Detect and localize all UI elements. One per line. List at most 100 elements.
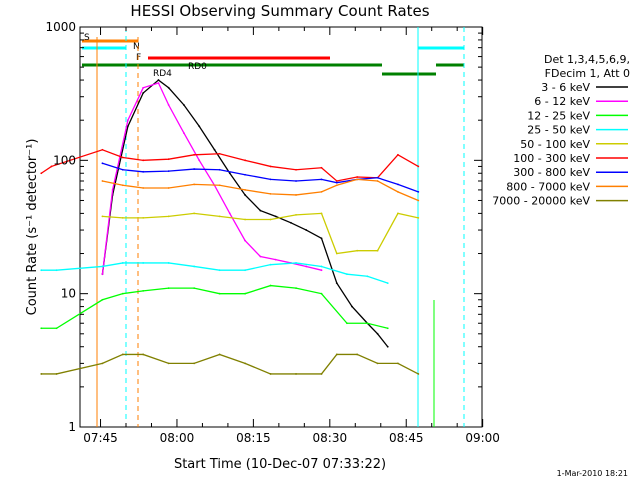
series-line (102, 212, 419, 255)
series-point (244, 239, 246, 242)
series-point (356, 353, 359, 356)
flag-rd0-label: RD0 (188, 62, 207, 72)
series-point (40, 373, 43, 375)
series-point (356, 178, 359, 181)
series-point (142, 262, 145, 264)
series-point (218, 184, 221, 187)
series-point (244, 159, 246, 162)
legend-header-detectors: Det 1,3,4,5,6,9, (544, 53, 630, 66)
chart-title: HESSI Observing Summary Count Rates (130, 2, 429, 20)
y-axis-label: Count Rate (s⁻¹ detector⁻¹) (25, 139, 40, 316)
series-point (111, 189, 114, 191)
series-point (121, 292, 124, 295)
legend: Det 1,3,4,5,6,9, FDecim 1, Att 0 3 - 6 k… (492, 53, 630, 208)
legend-entry-label: 50 - 100 keV (520, 138, 590, 151)
series-point (269, 218, 272, 221)
series-point (101, 273, 104, 276)
series-point (142, 159, 145, 162)
series-point (121, 353, 124, 356)
series-line (102, 178, 419, 202)
series-point (101, 298, 104, 301)
series-point (320, 190, 323, 193)
series-point (167, 262, 170, 264)
series-point (351, 305, 353, 308)
series-point (376, 176, 379, 179)
legend-entry-label: 800 - 7000 keV (506, 180, 590, 193)
y-tick-label: 100 (53, 153, 76, 167)
series-point (269, 178, 272, 181)
plot-frame (79, 26, 483, 428)
flag-saa-label: S (84, 33, 90, 43)
series-point (167, 187, 170, 189)
series-point (269, 193, 272, 195)
legend-entry-label: 6 - 12 keV (534, 95, 590, 108)
series-point (295, 213, 297, 216)
series-point (376, 249, 379, 252)
series-point (244, 269, 246, 272)
series-point (269, 373, 272, 375)
series-point (397, 212, 399, 215)
series-point (40, 269, 43, 272)
series-point (320, 178, 323, 181)
series-point (121, 156, 124, 159)
series-point (121, 184, 124, 187)
series-point (142, 86, 145, 89)
series-point (335, 282, 338, 285)
series-point (366, 322, 369, 325)
series-point (55, 327, 58, 330)
series-line (41, 284, 388, 329)
series-point (244, 292, 246, 295)
x-tick-label: 09:00 (465, 431, 500, 445)
series-point (198, 125, 201, 128)
series-point (346, 322, 348, 325)
series-point (167, 170, 170, 173)
series-point (290, 221, 292, 224)
series-point (305, 265, 308, 268)
series-line (101, 79, 389, 348)
series-point (274, 215, 277, 218)
flag-rd4-label: RD4 (153, 69, 172, 79)
legend-header-decimation: FDecim 1, Att 0 (545, 67, 630, 80)
series-point (295, 194, 297, 196)
series-point (244, 194, 246, 196)
series-point (417, 165, 420, 168)
series-point (167, 158, 170, 161)
series-point (335, 180, 338, 182)
series-point (397, 190, 399, 193)
series-point (142, 170, 145, 173)
series-point (218, 353, 221, 356)
series-point (295, 180, 297, 182)
series-point (101, 362, 104, 365)
series-point (142, 353, 145, 356)
series-point (126, 119, 129, 122)
y-tick-label: 1 (68, 420, 76, 434)
series-point (167, 362, 170, 365)
series-point (376, 362, 379, 365)
x-tick-label: 08:15 (236, 431, 271, 445)
series-point (397, 362, 399, 365)
series-point (244, 173, 246, 176)
y-tick-label: 10 (61, 287, 76, 301)
series-point (259, 255, 262, 258)
x-tick-label: 08:30 (313, 431, 348, 445)
y-tick-label: 1000 (45, 20, 76, 34)
series-point (376, 180, 379, 182)
x-tick-label: 08:00 (160, 431, 195, 445)
series-point (121, 262, 124, 264)
series-point (193, 183, 196, 186)
series-point (218, 215, 221, 218)
series-point (269, 284, 272, 287)
series-point (218, 269, 221, 272)
series-point (183, 132, 185, 135)
series-point (167, 104, 170, 106)
series-point (244, 362, 246, 365)
series-point (213, 148, 216, 151)
series-point (157, 82, 160, 84)
flag-flare-label: F (136, 53, 141, 63)
series-point (228, 212, 231, 215)
series-point (269, 165, 272, 168)
series-point (335, 184, 338, 187)
series-point (167, 86, 170, 89)
series-point (295, 262, 297, 264)
